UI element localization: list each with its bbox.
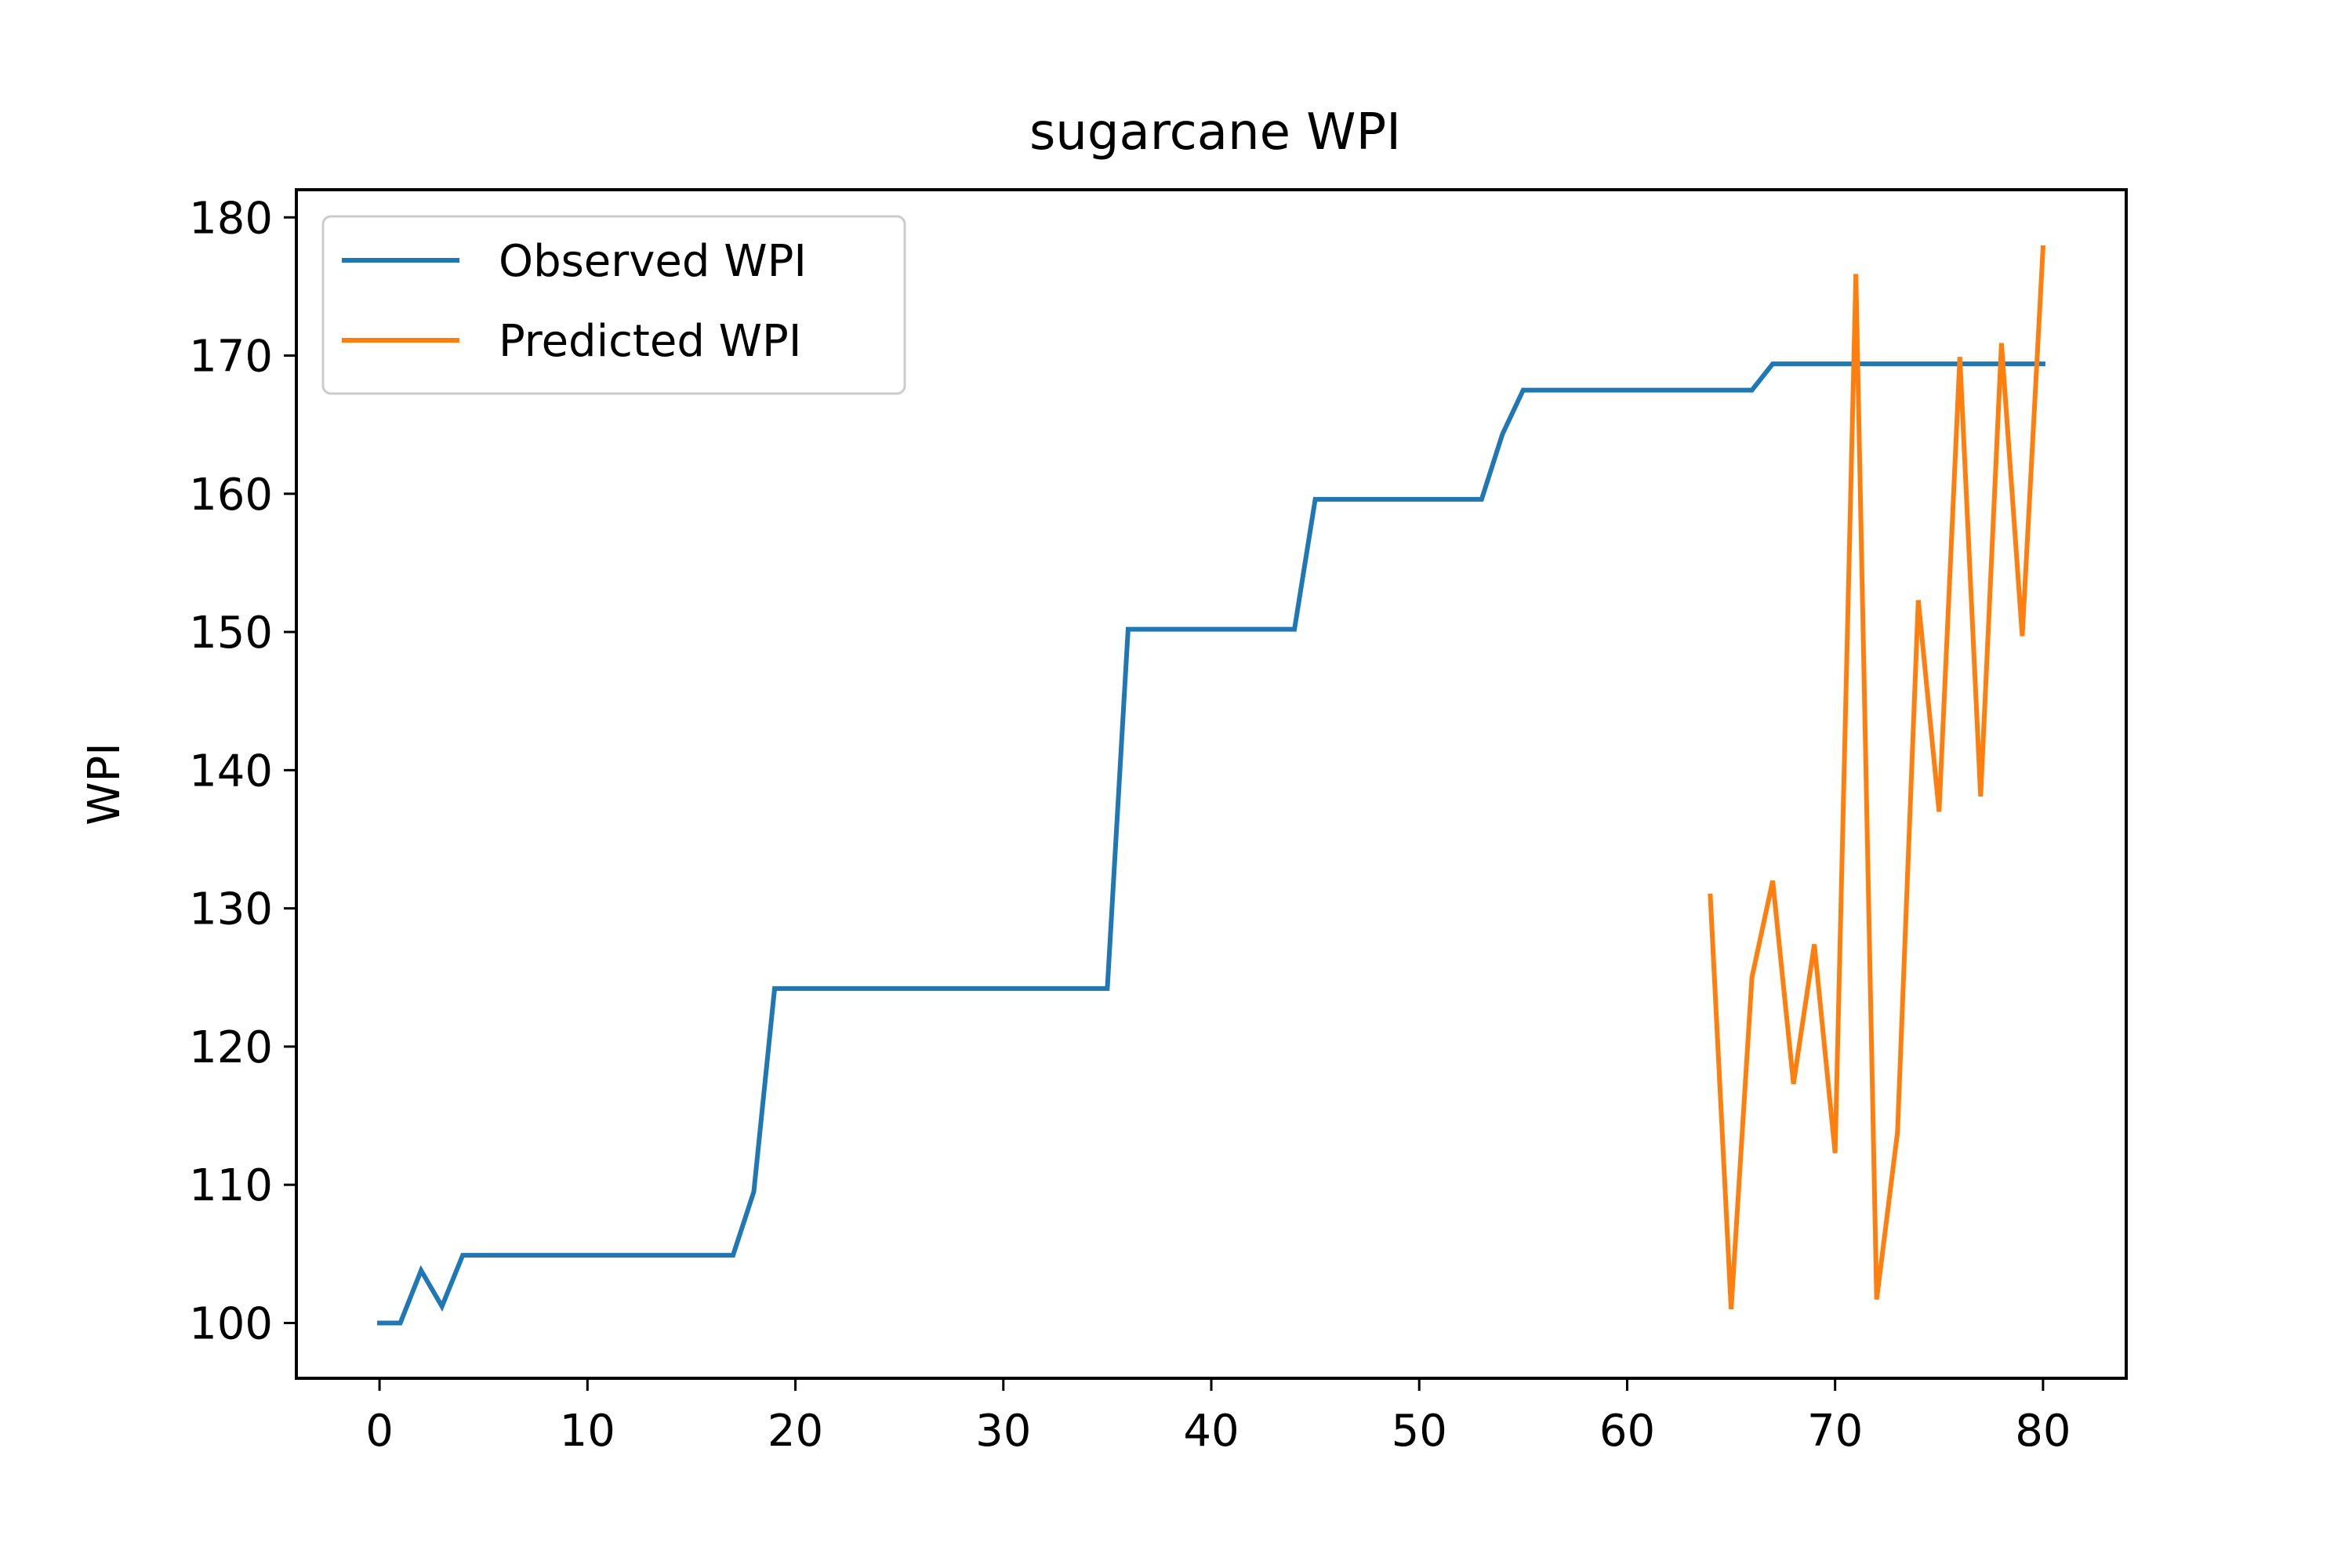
- y-tick-label: 170: [189, 332, 273, 383]
- x-tick-label: 0: [365, 1406, 394, 1457]
- x-tick-label: 80: [2015, 1406, 2071, 1457]
- legend-box: [321, 215, 906, 395]
- x-axis: 0 10 20 30 40 50 60 70 80: [365, 1378, 2071, 1457]
- legend: Observed WPI Predicted WPI: [321, 215, 906, 395]
- x-tick-label: 70: [1807, 1406, 1863, 1457]
- y-tick-label: 130: [189, 884, 273, 935]
- y-tick-label: 120: [189, 1022, 273, 1073]
- y-tick-label: 180: [189, 193, 273, 244]
- y-tick-label: 110: [189, 1160, 273, 1211]
- x-tick-label: 30: [975, 1406, 1031, 1457]
- series-layer: [377, 245, 2046, 1326]
- legend-label-predicted: Predicted WPI: [499, 316, 801, 367]
- x-tick-label: 40: [1183, 1406, 1239, 1457]
- y-tick-label: 100: [189, 1298, 273, 1349]
- chart-title: sugarcane WPI: [1029, 103, 1401, 162]
- legend-label-observed: Observed WPI: [499, 236, 807, 287]
- y-axis-label: WPI: [79, 742, 130, 826]
- series-line-observed-wpi: [377, 361, 2045, 1326]
- x-tick-label: 50: [1392, 1406, 1447, 1457]
- x-tick-label: 60: [1599, 1406, 1655, 1457]
- series-line-predicted-wpi: [1708, 245, 2046, 1310]
- y-axis: 100 110 120 130 140 150 160 170 180: [189, 193, 296, 1349]
- y-tick-label: 160: [189, 470, 273, 521]
- x-tick-label: 20: [768, 1406, 823, 1457]
- y-tick-label: 150: [189, 608, 273, 659]
- y-tick-label: 140: [189, 746, 273, 797]
- x-tick-label: 10: [560, 1406, 615, 1457]
